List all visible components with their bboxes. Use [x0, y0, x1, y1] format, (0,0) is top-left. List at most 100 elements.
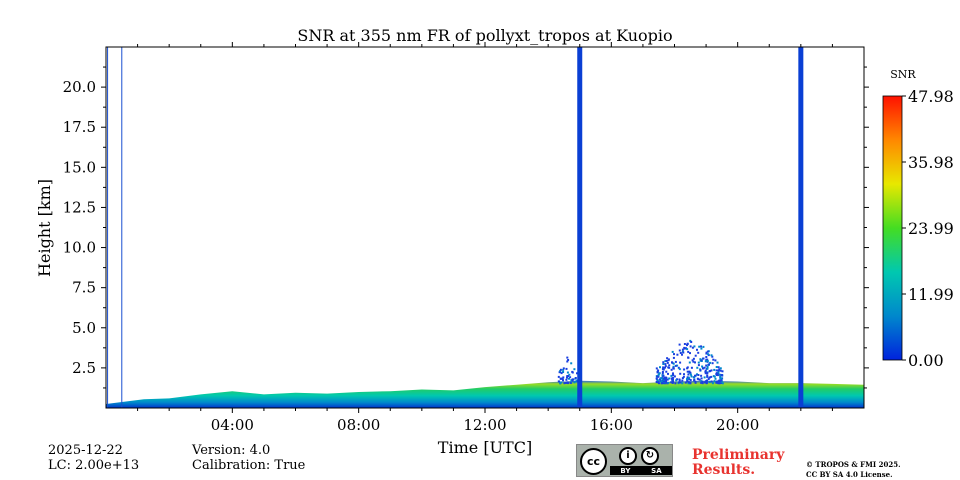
cloud-pixel: [671, 361, 674, 364]
cloud-pixel: [703, 381, 706, 384]
cloud-pixel: [700, 345, 702, 348]
sa-sharealike-icon: ↻: [641, 447, 659, 465]
cc-icon: cc: [580, 448, 607, 475]
cloud-pixel: [675, 379, 678, 382]
cloud-pixel: [694, 354, 697, 357]
cloud-pixel: [705, 381, 708, 384]
cloud-pixel: [687, 373, 690, 376]
cloud-pixel: [686, 370, 689, 373]
cloud-pixel: [656, 375, 659, 378]
cloud-pixel: [701, 380, 704, 383]
cloud-pixel: [657, 375, 660, 378]
cloud-pixel: [687, 376, 690, 379]
cloud-pixel: [686, 366, 689, 369]
cloud-pixel: [709, 361, 712, 364]
cloud-pixel: [679, 372, 682, 375]
x-axis-label: Time [UTC]: [438, 438, 532, 457]
cloud-pixel: [702, 345, 705, 348]
y-tick-label: 15.0: [63, 158, 96, 176]
cloud-pixel: [672, 362, 675, 365]
cloud-pixel: [663, 376, 666, 379]
cloud-pixel: [682, 351, 685, 354]
cc-badge-strip: BY SA: [610, 466, 672, 475]
cloud-patch: [655, 339, 724, 385]
cloud-pixel: [706, 350, 709, 353]
cloud-pixel: [559, 370, 562, 372]
cloud-pixel: [707, 363, 710, 366]
cloud-pixel: [673, 375, 676, 378]
cloud-pixel: [705, 364, 708, 367]
cloud-pixel: [667, 381, 670, 384]
cloud-pixel: [700, 377, 703, 380]
cloud-pixel: [715, 366, 718, 368]
cloud-pixel: [566, 376, 568, 379]
cloud-pixel: [697, 351, 700, 354]
cloud-pixel: [571, 370, 574, 373]
cloud-pixel: [661, 375, 664, 378]
cloud-pixel: [687, 381, 690, 384]
cloud-pixel: [662, 368, 665, 371]
cloud-pixel: [716, 374, 719, 377]
cloud-pixel: [721, 382, 724, 385]
cloud-pixel: [686, 348, 689, 351]
cloud-pixel: [702, 357, 705, 360]
y-tick-label: 17.5: [63, 118, 96, 136]
cloud-pixel: [717, 369, 720, 372]
cloud-pixel: [662, 380, 665, 383]
x-tick-label: 20:00: [716, 416, 759, 434]
cloud-pixel: [687, 356, 690, 359]
cloud-pixel: [713, 368, 716, 371]
preliminary-line2: Results.: [692, 462, 756, 478]
cloud-pixel: [670, 368, 673, 371]
cloud-pixel: [683, 347, 686, 350]
cloud-patch: [557, 356, 579, 385]
cloud-pixel: [662, 374, 665, 377]
cloud-pixel: [714, 377, 717, 380]
cloud-pixel: [718, 368, 721, 371]
cc-by-label: BY: [620, 466, 631, 475]
cloud-pixel: [566, 360, 569, 363]
cloud-pixel: [678, 368, 681, 371]
cloud-pixel: [706, 372, 709, 374]
y-tick-label: 20.0: [63, 78, 96, 96]
cloud-pixel: [663, 377, 665, 380]
cloud-pixel: [690, 375, 693, 378]
cloud-pixel: [670, 381, 673, 384]
cloud-pixel: [557, 375, 560, 378]
cloud-pixel: [705, 356, 708, 358]
y-axis-label: Height [km]: [35, 179, 54, 277]
colorbar-tick-label: 0.00: [908, 351, 944, 370]
cloud-pixel: [571, 378, 574, 381]
cloud-pixel: [700, 381, 703, 384]
cloud-pixel: [672, 367, 675, 370]
colorbar-tick-label: 47.98: [908, 87, 954, 106]
cloud-pixel: [574, 380, 577, 383]
cloud-pixel: [689, 373, 692, 376]
cloud-pixel: [677, 366, 680, 369]
cloud-pixel: [559, 368, 562, 371]
cloud-pixel: [710, 380, 713, 383]
cloud-pixel: [683, 373, 685, 376]
cloud-pixel: [658, 372, 661, 375]
cloud-pixel: [672, 372, 674, 375]
cloud-pixel: [576, 372, 578, 375]
cloud-pixel: [704, 372, 707, 375]
cloud-pixel: [713, 380, 716, 383]
cloud-pixel: [720, 377, 723, 380]
cloud-pixel: [574, 377, 577, 379]
cloud-pixel: [676, 364, 679, 367]
cloud-pixel: [671, 350, 674, 353]
cloud-pixel: [686, 378, 688, 381]
copyright-note: © TROPOS & FMI 2025. CC BY SA 4.0 Licens…: [806, 460, 901, 480]
cloud-pixel: [657, 369, 660, 372]
cloud-pixel: [678, 343, 681, 346]
cloud-pixel: [696, 348, 698, 351]
cloud-pixel: [668, 377, 671, 380]
cloud-pixel: [678, 379, 681, 382]
cloud-pixel: [562, 367, 565, 370]
cloud-pixel: [689, 382, 692, 385]
cloud-pixel: [676, 353, 679, 356]
cloud-pixel: [719, 377, 722, 380]
cloud-pixel: [684, 381, 687, 384]
cloud-pixel: [715, 373, 718, 376]
